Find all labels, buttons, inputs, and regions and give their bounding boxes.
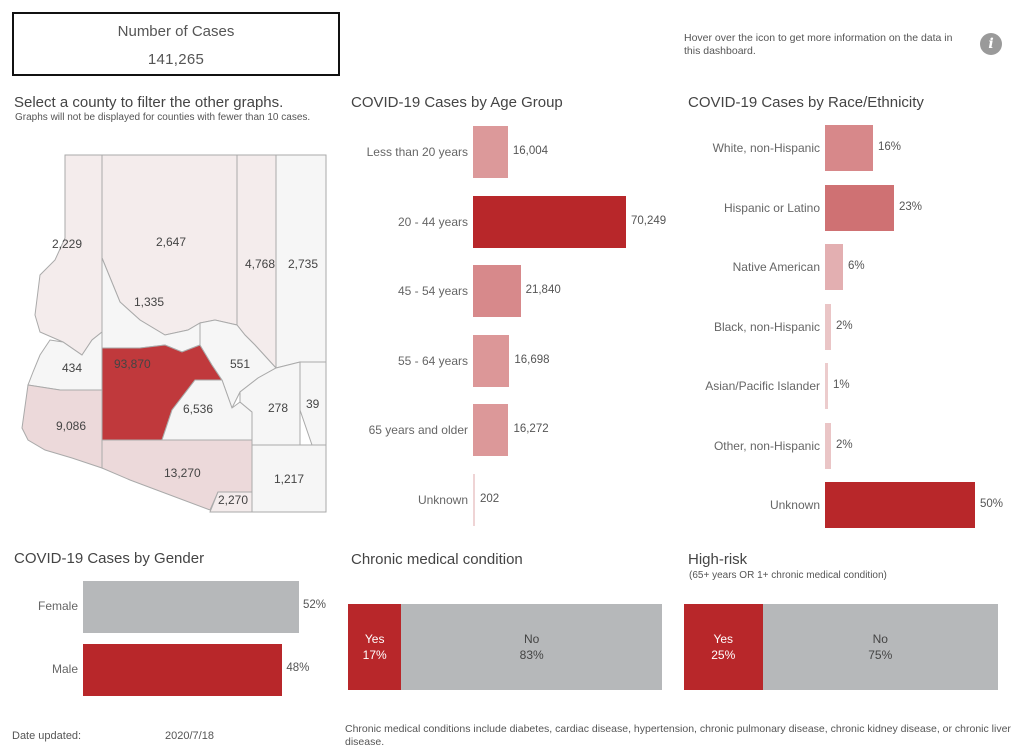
county-label-graham: 278 — [268, 401, 288, 415]
county-santacruz[interactable] — [209, 491, 253, 513]
county-label-lapaz: 434 — [62, 361, 82, 375]
chronic-yes-value: 17% — [362, 648, 387, 662]
county-label-yavapai: 1,335 — [134, 295, 164, 309]
county-cochise[interactable] — [251, 444, 327, 513]
race-bar[interactable] — [825, 422, 831, 469]
age-chart-title: COVID-19 Cases by Age Group — [351, 94, 563, 111]
age-bar[interactable] — [473, 404, 509, 456]
chronic-no-segment[interactable]: No 83% — [401, 604, 662, 690]
gender-label: Male — [51, 662, 78, 676]
age-bar[interactable] — [473, 265, 521, 317]
cases-label: Number of Cases — [117, 23, 235, 40]
chronic-no-value: 83% — [519, 648, 544, 662]
county-label-pinal: 6,536 — [183, 402, 213, 416]
age-chart: Less than 20 years 16,004 20 - 44 years 70,… — [345, 120, 675, 530]
cases-value: 141,265 — [147, 51, 205, 68]
age-value: 202 — [480, 492, 500, 505]
county-yuma[interactable] — [21, 384, 103, 469]
race-label: Other, non-Hispanic — [713, 438, 820, 453]
chronic-stacked-bar: Yes 17% No 83% — [348, 604, 662, 690]
age-value: 70,249 — [631, 214, 667, 227]
race-bar[interactable] — [825, 184, 894, 231]
age-label: Less than 20 years — [366, 145, 468, 159]
race-value: 23% — [899, 200, 923, 213]
cases-summary-box: Number of Cases 141,265 — [12, 12, 340, 76]
race-value: 1% — [833, 379, 850, 391]
age-label: Unknown — [417, 492, 468, 507]
date-updated-value: 2020/7/18 — [165, 730, 214, 742]
county-label-greenlee: 39 — [306, 397, 320, 411]
race-chart: White, non-Hispanic 16% Hispanic or Latino… — [680, 120, 1020, 540]
highrisk-no-label: No — [872, 632, 888, 646]
county-label-coconino: 2,647 — [156, 235, 186, 249]
race-value: 2% — [836, 438, 853, 451]
race-value: 16% — [878, 141, 902, 153]
county-label-gila: 551 — [230, 357, 250, 371]
highrisk-yes-label: Yes — [713, 632, 734, 646]
county-mohave[interactable] — [34, 154, 103, 356]
age-bar[interactable] — [473, 473, 475, 526]
county-label-pima: 13,270 — [164, 466, 201, 480]
age-bar[interactable] — [473, 195, 626, 248]
county-label-navajo: 4,768 — [245, 257, 275, 271]
age-value: 16,698 — [514, 353, 550, 366]
race-label: Native American — [732, 260, 820, 274]
chronic-no-label: No — [524, 632, 540, 646]
race-bar[interactable] — [825, 363, 828, 409]
chronic-yes-segment[interactable]: Yes 17% — [348, 604, 402, 690]
county-label-santacruz: 2,270 — [218, 493, 248, 507]
race-bar[interactable] — [825, 482, 975, 528]
highrisk-no-value: 75% — [868, 648, 893, 662]
county-label-mohave: 2,229 — [52, 237, 82, 251]
age-value: 16,004 — [512, 145, 549, 157]
highrisk-subtitle: (65+ years OR 1+ chronic medical conditi… — [689, 570, 887, 581]
county-label-yuma: 9,086 — [56, 419, 86, 433]
highrisk-yes-value: 25% — [711, 648, 736, 662]
age-label: 20 - 44 years — [397, 214, 468, 229]
highrisk-no-segment[interactable]: No 75% — [762, 604, 998, 690]
gender-value: 48% — [286, 662, 310, 674]
highrisk-yes-segment[interactable]: Yes 25% — [684, 604, 763, 690]
map-subtitle: Graphs will not be displayed for countie… — [15, 112, 311, 123]
race-bar[interactable] — [825, 125, 873, 171]
county-label-cochise: 1,217 — [274, 472, 304, 486]
gender-bar[interactable] — [83, 581, 299, 633]
race-bar[interactable] — [825, 303, 831, 350]
chronic-yes-label: Yes — [364, 632, 385, 646]
race-label: Asian/Pacific Islander — [705, 379, 820, 393]
county-map: 2,229 2,647 4,768 2,735 1,335 434 93,870… — [0, 140, 340, 520]
gender-label: Female — [37, 599, 78, 613]
info-note: Hover over the icon to get more informat… — [684, 32, 953, 57]
info-icon[interactable]: i — [980, 33, 1002, 55]
map-title: Select a county to filter the other grap… — [14, 94, 284, 111]
highrisk-title: High-risk — [688, 551, 748, 568]
race-value: 6% — [848, 260, 865, 272]
race-label: Black, non-Hispanic — [713, 319, 820, 334]
age-label: 55 - 64 years — [397, 353, 468, 368]
gender-chart-title: COVID-19 Cases by Gender — [14, 550, 205, 567]
race-value: 2% — [836, 319, 853, 332]
chronic-conditions-note: Chronic medical conditions include diabe… — [345, 723, 1011, 748]
race-label: Unknown — [769, 498, 820, 512]
age-value: 16,272 — [513, 423, 549, 435]
age-label: 65 years and older — [368, 423, 468, 437]
race-label: Hispanic or Latino — [723, 200, 820, 215]
chronic-title: Chronic medical condition — [351, 551, 523, 568]
gender-chart: Female 52% Male 48% — [0, 576, 340, 706]
gender-bar[interactable] — [83, 644, 283, 696]
gender-value: 52% — [303, 599, 327, 611]
race-chart-title: COVID-19 Cases by Race/Ethnicity — [688, 94, 924, 111]
county-label-apache: 2,735 — [288, 257, 318, 271]
county-label-maricopa: 93,870 — [114, 357, 151, 371]
race-bar[interactable] — [825, 244, 843, 290]
race-value: 50% — [980, 498, 1004, 510]
age-value: 21,840 — [525, 284, 561, 296]
age-bar[interactable] — [473, 334, 510, 387]
highrisk-stacked-bar: Yes 25% No 75% — [684, 604, 998, 690]
race-label: White, non-Hispanic — [712, 141, 820, 155]
county-graham[interactable] — [239, 361, 301, 446]
age-label: 45 - 54 years — [397, 284, 468, 298]
date-updated-label: Date updated: — [12, 730, 82, 742]
age-bar[interactable] — [473, 126, 508, 178]
